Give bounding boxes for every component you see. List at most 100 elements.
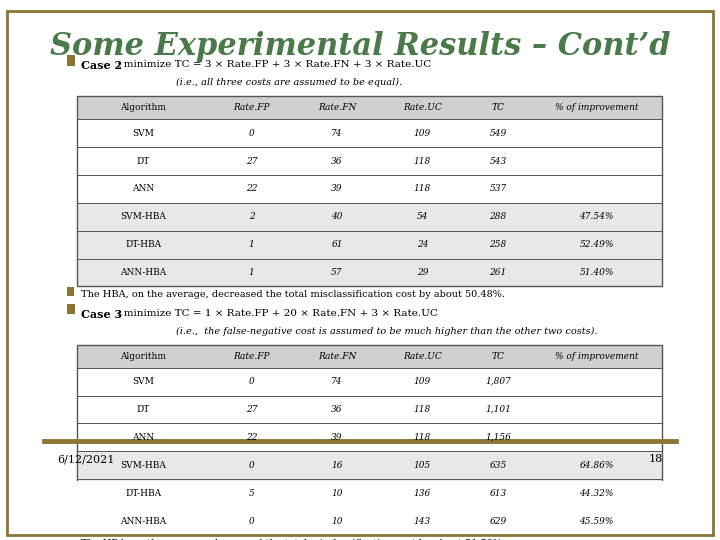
Bar <box>77 345 662 368</box>
Text: 52.49%: 52.49% <box>580 240 614 249</box>
Text: Rate.UC: Rate.UC <box>403 103 442 112</box>
Text: 118: 118 <box>414 405 431 414</box>
Text: 1: 1 <box>248 240 254 249</box>
Text: 61: 61 <box>331 240 343 249</box>
Text: Rate.UC: Rate.UC <box>403 352 442 361</box>
Bar <box>77 259 662 287</box>
Bar <box>77 479 662 507</box>
Text: 57: 57 <box>331 268 343 277</box>
Text: 22: 22 <box>246 433 257 442</box>
Bar <box>77 203 662 231</box>
Text: 51.40%: 51.40% <box>580 268 614 277</box>
Text: 36: 36 <box>331 405 343 414</box>
Bar <box>77 368 662 396</box>
Text: (i.e., all three costs are assumed to be equal).: (i.e., all three costs are assumed to be… <box>176 78 402 87</box>
Text: 39: 39 <box>331 185 343 193</box>
Text: 109: 109 <box>414 129 431 138</box>
Bar <box>68 304 76 314</box>
Text: 0: 0 <box>248 129 254 138</box>
Text: 105: 105 <box>414 461 431 470</box>
Text: (i.e.,  the false-negative cost is assumed to be much higher than the other two : (i.e., the false-negative cost is assume… <box>176 327 598 336</box>
Text: 22: 22 <box>246 185 257 193</box>
Text: ANN-HBA: ANN-HBA <box>120 268 166 277</box>
Text: 39: 39 <box>331 433 343 442</box>
Text: TC: TC <box>492 352 505 361</box>
Text: 54: 54 <box>417 212 428 221</box>
Text: 27: 27 <box>246 157 257 166</box>
Text: Case 3: Case 3 <box>81 308 122 320</box>
Text: 543: 543 <box>490 157 507 166</box>
Text: 136: 136 <box>414 489 431 498</box>
Text: Algorithm: Algorithm <box>120 352 166 361</box>
Text: : minimize TC = 3 × Rate.FP + 3 × Rate.FN + 3 × Rate.UC: : minimize TC = 3 × Rate.FP + 3 × Rate.F… <box>117 60 431 69</box>
Text: % of improvement: % of improvement <box>555 352 639 361</box>
Text: DT: DT <box>137 157 150 166</box>
Bar <box>68 287 74 296</box>
Text: 118: 118 <box>414 433 431 442</box>
Text: Rate.FN: Rate.FN <box>318 352 356 361</box>
Text: ANN-HBA: ANN-HBA <box>120 517 166 525</box>
Bar <box>77 451 662 479</box>
Text: The HBA, on the average, decreased the total misclassification cost by about 50.: The HBA, on the average, decreased the t… <box>81 291 505 299</box>
Bar <box>77 175 662 203</box>
Bar <box>77 96 662 287</box>
Text: 258: 258 <box>490 240 507 249</box>
Bar <box>77 96 662 119</box>
Bar <box>77 396 662 423</box>
Text: 537: 537 <box>490 185 507 193</box>
Text: Algorithm: Algorithm <box>120 103 166 112</box>
Bar <box>77 119 662 147</box>
Text: 261: 261 <box>490 268 507 277</box>
Text: DT-HBA: DT-HBA <box>125 240 161 249</box>
Text: 549: 549 <box>490 129 507 138</box>
Text: 143: 143 <box>414 517 431 525</box>
Text: Rate.FP: Rate.FP <box>233 352 270 361</box>
Bar <box>68 55 76 66</box>
Text: 118: 118 <box>414 157 431 166</box>
Text: ANN: ANN <box>132 185 154 193</box>
Text: DT-HBA: DT-HBA <box>125 489 161 498</box>
Text: Some Experimental Results – Cont’d: Some Experimental Results – Cont’d <box>50 31 670 62</box>
Text: 1: 1 <box>248 268 254 277</box>
Text: 18: 18 <box>648 454 662 464</box>
Text: The HBA, on the average, decreased the total misclassification cost by about 51.: The HBA, on the average, decreased the t… <box>81 539 505 540</box>
Text: 118: 118 <box>414 185 431 193</box>
Text: DT: DT <box>137 405 150 414</box>
Bar <box>68 535 74 540</box>
Text: ANN: ANN <box>132 433 154 442</box>
Text: 635: 635 <box>490 461 507 470</box>
Text: % of improvement: % of improvement <box>555 103 639 112</box>
Text: 1,156: 1,156 <box>485 433 511 442</box>
Text: 10: 10 <box>331 517 343 525</box>
Text: 47.54%: 47.54% <box>580 212 614 221</box>
Text: 74: 74 <box>331 129 343 138</box>
Text: SVM: SVM <box>132 129 154 138</box>
Text: 16: 16 <box>331 461 343 470</box>
Text: 27: 27 <box>246 405 257 414</box>
Text: 0: 0 <box>248 377 254 386</box>
Text: 613: 613 <box>490 489 507 498</box>
Text: 64.86%: 64.86% <box>580 461 614 470</box>
Text: 29: 29 <box>417 268 428 277</box>
Text: Rate.FP: Rate.FP <box>233 103 270 112</box>
Bar <box>77 231 662 259</box>
Bar <box>77 147 662 175</box>
Text: 0: 0 <box>248 517 254 525</box>
Text: SVM-HBA: SVM-HBA <box>120 212 166 221</box>
Text: 0: 0 <box>248 461 254 470</box>
Text: 24: 24 <box>417 240 428 249</box>
Text: Rate.FN: Rate.FN <box>318 103 356 112</box>
Text: 2: 2 <box>248 212 254 221</box>
Text: : minimize TC = 1 × Rate.FP + 20 × Rate.FN + 3 × Rate.UC: : minimize TC = 1 × Rate.FP + 20 × Rate.… <box>117 308 438 318</box>
Text: 288: 288 <box>490 212 507 221</box>
Bar <box>77 507 662 535</box>
Text: 74: 74 <box>331 377 343 386</box>
Text: 1,807: 1,807 <box>485 377 511 386</box>
Text: 5: 5 <box>248 489 254 498</box>
Text: 10: 10 <box>331 489 343 498</box>
Text: 44.32%: 44.32% <box>580 489 614 498</box>
Text: 629: 629 <box>490 517 507 525</box>
Text: 40: 40 <box>331 212 343 221</box>
Text: 36: 36 <box>331 157 343 166</box>
Bar <box>77 423 662 451</box>
